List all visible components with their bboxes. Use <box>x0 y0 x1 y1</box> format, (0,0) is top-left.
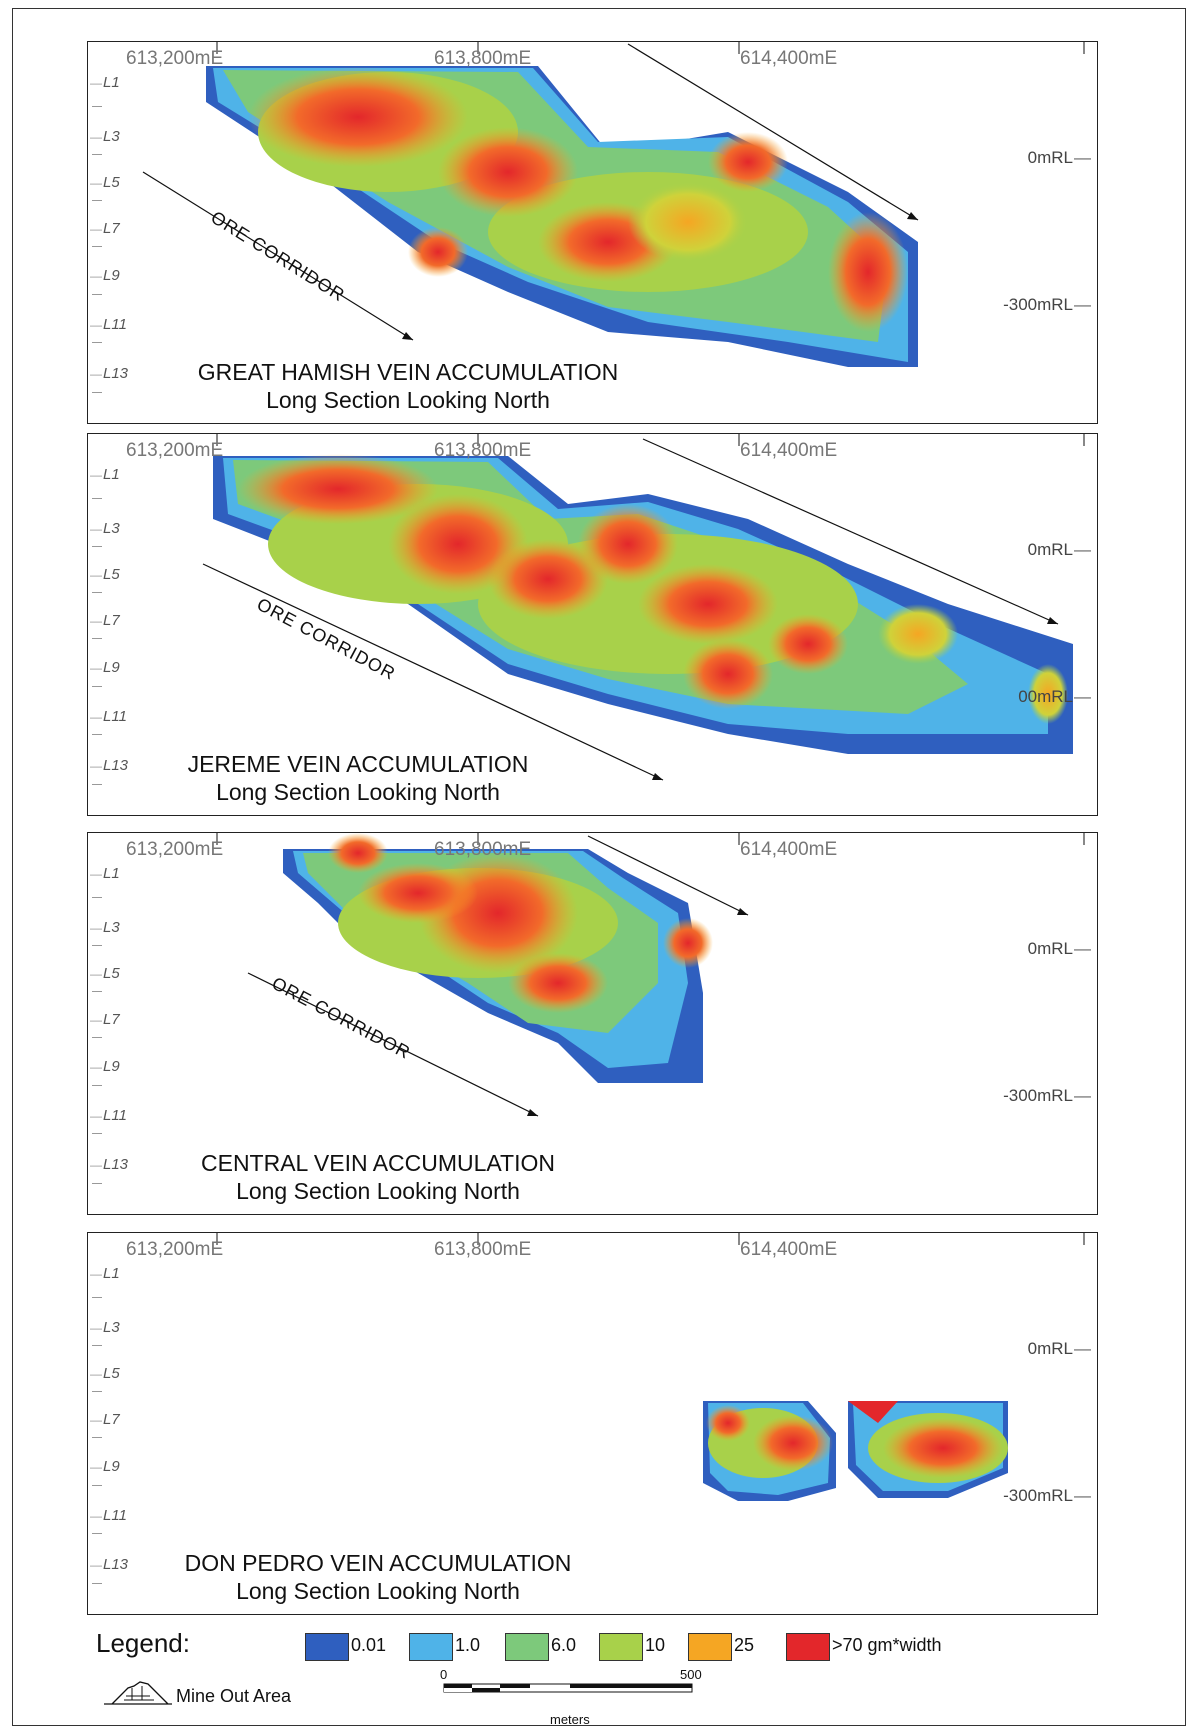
level-label: L1 <box>90 74 120 91</box>
legend-label: 0.01 <box>351 1635 387 1655</box>
heatmap-central <box>247 833 749 1117</box>
level-label: L3 <box>90 1319 120 1336</box>
easting-label: 613,800mE <box>434 440 532 461</box>
scale-start-label: 0 <box>440 1667 448 1682</box>
panel-title-text: JEREME VEIN ACCUMULATION <box>187 751 529 777</box>
legend-label: 10 <box>645 1635 666 1655</box>
legend-label: 25 <box>734 1635 755 1655</box>
level-label: L11 <box>90 708 127 725</box>
heatmap-great-hamish <box>142 43 919 367</box>
legend-swatch <box>599 1633 643 1661</box>
ore-corridor-arrow-upper <box>642 438 1059 625</box>
mine-out-icon <box>104 1681 172 1705</box>
heatmap-jereme <box>202 438 1073 781</box>
legend-label: >70 gm*width <box>832 1635 942 1655</box>
rl-label: 0mRL <box>1028 1339 1091 1359</box>
panel-title-text: CENTRAL VEIN ACCUMULATION <box>201 1150 555 1176</box>
level-label: L11 <box>90 316 127 333</box>
easting-label: 613,800mE <box>434 1239 532 1260</box>
level-label: L3 <box>90 520 120 537</box>
level-label: L11 <box>90 1107 127 1124</box>
easting-label: 614,400mE <box>740 1239 838 1260</box>
easting-label: 614,400mE <box>740 48 838 69</box>
level-label: L13 <box>90 365 128 382</box>
rl-label: 00mRL <box>1018 687 1091 707</box>
level-label: L5 <box>90 174 120 191</box>
panel-central: 613,200mE 613,800mE 614,400mE L1 L3 L5 L… <box>87 832 1098 1215</box>
rl-label: 0mRL <box>1028 939 1091 959</box>
level-label: L7 <box>90 612 120 629</box>
level-label: L7 <box>90 1411 120 1428</box>
legend-label: 6.0 <box>551 1635 577 1655</box>
easting-label: 613,800mE <box>434 48 532 69</box>
scale-bar <box>443 1683 693 1693</box>
legend-swatch <box>409 1633 453 1661</box>
easting-label: 614,400mE <box>740 839 838 860</box>
rl-label: -300mRL <box>1003 1486 1091 1506</box>
level-label: L5 <box>90 1365 120 1382</box>
easting-label: 613,200mE <box>126 48 224 69</box>
legend-title: Legend: <box>96 1628 190 1658</box>
panel-title: GREAT HAMISH VEIN ACCUMULATION Long Sect… <box>128 358 688 414</box>
level-label: L5 <box>90 566 120 583</box>
panel-subtitle: Long Section Looking North <box>236 1178 520 1204</box>
rl-label: 0mRL <box>1028 540 1091 560</box>
panel-great-hamish: 613,200mE 613,800mE 614,400mE L1 L3 L5 L… <box>87 41 1098 424</box>
level-label: L3 <box>90 919 120 936</box>
easting-label: 613,200mE <box>126 1239 224 1260</box>
panel-subtitle: Long Section Looking North <box>216 779 500 805</box>
panel-don-pedro: 613,200mE 613,800mE 614,400mE L1 L3 L5 L… <box>87 1232 1098 1615</box>
level-label: L9 <box>90 1458 120 1475</box>
panel-title: CENTRAL VEIN ACCUMULATION Long Section L… <box>128 1149 628 1205</box>
level-label: L1 <box>90 466 120 483</box>
rl-label: -300mRL <box>1003 295 1091 315</box>
panel-title-text: GREAT HAMISH VEIN ACCUMULATION <box>197 359 619 385</box>
legend-swatch <box>786 1633 830 1661</box>
ore-corridor-arrow-upper <box>627 43 919 221</box>
level-label: L3 <box>90 128 120 145</box>
heatmap-don-pedro <box>703 1401 1008 1501</box>
ore-corridor-arrow <box>142 171 414 341</box>
level-label: L5 <box>90 965 120 982</box>
scale-end-label: 500 <box>680 1667 702 1682</box>
level-label: L7 <box>90 1011 120 1028</box>
easting-label: 614,400mE <box>740 440 838 461</box>
level-label: L11 <box>90 1507 127 1524</box>
ore-corridor-arrow-upper <box>587 835 749 916</box>
panel-jereme: 613,200mE 613,800mE 614,400mE L1 L3 L5 L… <box>87 433 1098 816</box>
level-label: L9 <box>90 267 120 284</box>
legend-label: 1.0 <box>455 1635 481 1655</box>
level-label: L7 <box>90 220 120 237</box>
level-label: L1 <box>90 1265 120 1282</box>
mine-out-label: Mine Out Area <box>176 1686 292 1706</box>
level-label: L13 <box>90 757 128 774</box>
easting-label: 613,200mE <box>126 440 224 461</box>
legend-swatch <box>305 1633 349 1661</box>
level-label: L9 <box>90 1058 120 1075</box>
panel-title-text: DON PEDRO VEIN ACCUMULATION <box>184 1550 572 1576</box>
legend-swatch <box>688 1633 732 1661</box>
panel-title: JEREME VEIN ACCUMULATION Long Section Lo… <box>108 750 608 806</box>
panel-subtitle: Long Section Looking North <box>266 387 550 413</box>
rl-label: 0mRL <box>1028 148 1091 168</box>
rl-label: -300mRL <box>1003 1086 1091 1106</box>
easting-label: 613,200mE <box>126 839 224 860</box>
panel-title: DON PEDRO VEIN ACCUMULATION Long Section… <box>128 1549 628 1605</box>
legend-swatch <box>505 1633 549 1661</box>
figure-frame <box>12 8 1186 1726</box>
easting-label: 613,800mE <box>434 839 532 860</box>
ore-corridor-arrow <box>247 972 539 1117</box>
scale-unit-label: meters <box>550 1712 590 1727</box>
level-label: L1 <box>90 865 120 882</box>
ore-corridor-arrow <box>202 563 664 781</box>
level-label: L13 <box>90 1156 128 1173</box>
level-label: L13 <box>90 1556 128 1573</box>
level-label: L9 <box>90 659 120 676</box>
panel-subtitle: Long Section Looking North <box>236 1578 520 1604</box>
